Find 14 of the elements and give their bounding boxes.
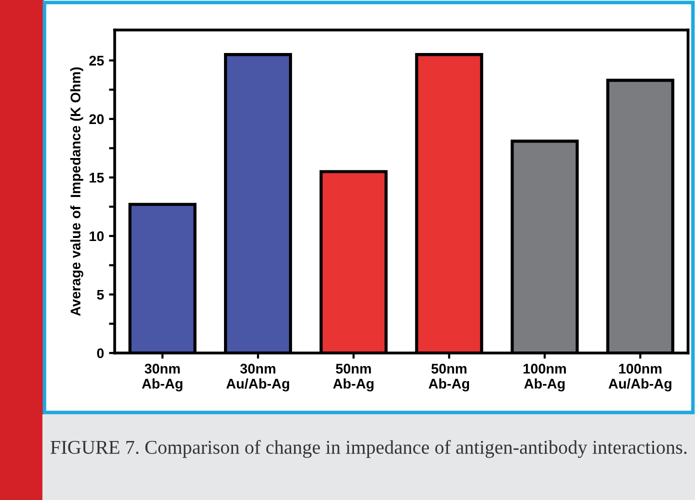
y-tick-label: 25 (89, 56, 104, 66)
caption: FIGURE 7. Comparison of change in impedance of antigen-antibody interactions. (50, 440, 686, 458)
y-tick-label: 10 (90, 231, 104, 242)
y-tick-label: 20 (89, 114, 104, 124)
x-tick-label: 100nm Au/Ab-Ag (608, 364, 672, 392)
y-axis-title: Average value of Impedance (K Ohm) (70, 67, 84, 316)
x-tick-label: 50nm Ab-Ag (333, 364, 374, 392)
x-tick-label: 100nm Ab-Ag (524, 364, 566, 392)
y-tick-label: 15 (90, 172, 104, 183)
y-tick-label: 5 (96, 290, 104, 300)
x-tick-label: 50nm Ab-Ag (428, 364, 470, 392)
y-tick-label: 0 (97, 348, 104, 358)
x-tick-label: 30nm Ab-Ag (142, 364, 182, 392)
x-tick-label: 30nm Au/Ab-Ag (226, 364, 290, 392)
